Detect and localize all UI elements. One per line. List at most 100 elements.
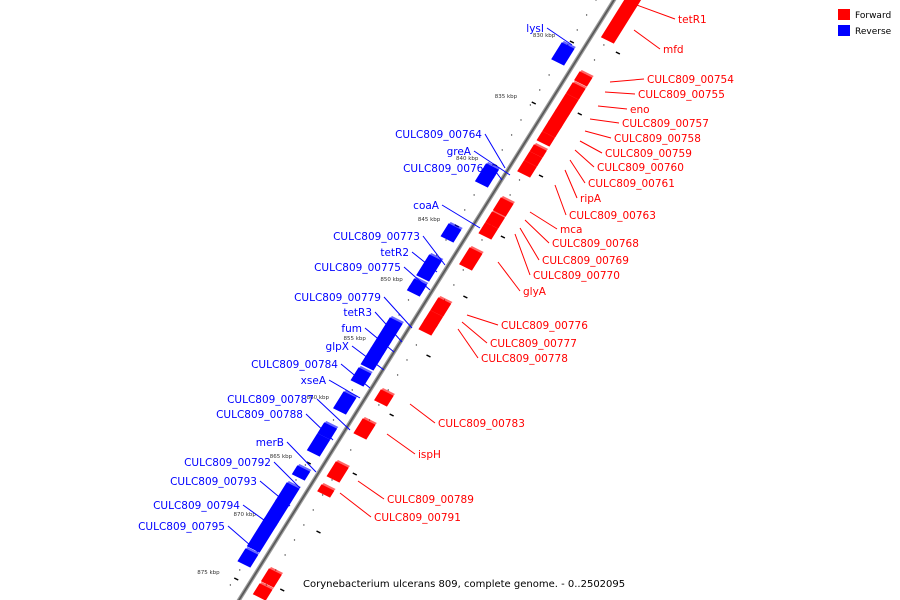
reverse-gene-block bbox=[237, 547, 260, 568]
forward-gene-block bbox=[478, 221, 500, 240]
svg-text:CULC809_00779: CULC809_00779 bbox=[294, 292, 381, 304]
svg-text:mfd: mfd bbox=[663, 44, 684, 56]
gene-label: glyA bbox=[497, 261, 547, 298]
svg-text:CULC809_00754: CULC809_00754 bbox=[647, 74, 734, 86]
kbp-tick-label: 860 kbp bbox=[307, 395, 330, 401]
svg-text:CULC809_00788: CULC809_00788 bbox=[216, 409, 303, 421]
gene-features bbox=[237, 0, 642, 600]
gene-label: coaA bbox=[413, 200, 481, 229]
minor-tick-fwd bbox=[453, 284, 455, 286]
svg-text:CULC809_00755: CULC809_00755 bbox=[638, 89, 725, 101]
major-tick bbox=[352, 472, 358, 476]
reverse-gene-block bbox=[333, 390, 358, 415]
gene-label: CULC809_00792 bbox=[184, 457, 301, 489]
major-tick bbox=[279, 588, 285, 592]
svg-text:CULC809_00793: CULC809_00793 bbox=[170, 476, 257, 488]
reverse-gene-block bbox=[291, 464, 312, 481]
svg-text:CULC809_00795: CULC809_00795 bbox=[138, 521, 225, 533]
svg-text:greA: greA bbox=[447, 146, 472, 158]
minor-tick-fwd bbox=[593, 59, 596, 61]
legend-reverse-label: Reverse bbox=[855, 27, 892, 37]
kbp-tick-label: 845 kbp bbox=[418, 217, 441, 223]
svg-text:CULC809_00784: CULC809_00784 bbox=[251, 359, 338, 371]
minor-tick-fwd bbox=[462, 269, 464, 271]
svg-text:mca: mca bbox=[560, 224, 582, 236]
gene-label: CULC809_00768 bbox=[524, 219, 639, 250]
minor-tick-fwd bbox=[321, 494, 324, 496]
major-tick bbox=[233, 577, 239, 581]
major-tick bbox=[500, 235, 506, 239]
minor-tick-rev bbox=[529, 104, 532, 106]
minor-tick-fwd bbox=[350, 449, 352, 451]
gene-label: CULC809_00758 bbox=[584, 130, 701, 145]
gene-label: CULC809_00769 bbox=[519, 227, 629, 267]
kbp-tick-label: 865 kbp bbox=[270, 454, 293, 460]
forward-gene-block bbox=[600, 0, 642, 44]
minor-tick-rev bbox=[548, 74, 550, 76]
svg-text:ripA: ripA bbox=[580, 193, 602, 205]
svg-text:fum: fum bbox=[341, 323, 362, 335]
minor-tick-fwd bbox=[518, 179, 521, 181]
gene-label: lysI bbox=[526, 23, 573, 46]
gene-label: glpX bbox=[326, 341, 385, 371]
minor-tick-rev bbox=[473, 194, 475, 196]
svg-text:CULC809_00776: CULC809_00776 bbox=[501, 320, 588, 332]
svg-text:tetR2: tetR2 bbox=[380, 247, 409, 259]
svg-text:CULC809_00761: CULC809_00761 bbox=[588, 178, 675, 190]
kbp-tick-label: 870 kbp bbox=[234, 512, 257, 518]
forward-gene-block bbox=[574, 70, 594, 87]
minor-tick-rev bbox=[304, 464, 307, 466]
minor-tick-fwd bbox=[331, 479, 333, 481]
gene-label: CULC809_00759 bbox=[579, 140, 692, 160]
forward-gene-block bbox=[374, 388, 395, 407]
forward-gene-block bbox=[536, 130, 557, 147]
minor-tick-fwd bbox=[303, 524, 305, 526]
legend-forward-label: Forward bbox=[855, 11, 891, 21]
gene-label: CULC809_00766 bbox=[403, 163, 503, 181]
major-tick bbox=[538, 174, 544, 178]
major-tick bbox=[577, 112, 583, 116]
svg-text:CULC809_00759: CULC809_00759 bbox=[605, 148, 692, 160]
gene-label: CULC809_00763 bbox=[554, 184, 656, 222]
minor-tick-rev bbox=[585, 14, 588, 16]
major-tick bbox=[531, 101, 537, 105]
major-tick bbox=[389, 413, 394, 417]
minor-tick-fwd bbox=[481, 239, 483, 241]
svg-text:CULC809_00769: CULC809_00769 bbox=[542, 255, 629, 267]
forward-gene-block bbox=[326, 460, 350, 483]
svg-text:CULC809_00794: CULC809_00794 bbox=[153, 500, 240, 512]
minor-tick-rev bbox=[239, 569, 241, 571]
gene-label: CULC809_00755 bbox=[604, 89, 725, 101]
gene-label: CULC809_00775 bbox=[314, 262, 431, 291]
forward-gene-block bbox=[459, 246, 484, 271]
minor-tick-rev bbox=[407, 299, 410, 301]
forward-gene-block bbox=[492, 196, 515, 217]
reverse-gene-block bbox=[474, 169, 496, 188]
reverse-gene-block bbox=[406, 284, 424, 297]
kbp-tick-label: 835 kbp bbox=[495, 94, 518, 100]
minor-tick-rev bbox=[464, 209, 466, 211]
major-tick bbox=[316, 530, 321, 534]
minor-tick-fwd bbox=[284, 554, 286, 556]
svg-text:CULC809_00758: CULC809_00758 bbox=[614, 133, 701, 145]
major-tick bbox=[306, 461, 312, 465]
gene-label: CULC809_00773 bbox=[333, 231, 446, 266]
minor-tick-rev bbox=[445, 239, 447, 241]
gene-label: CULC809_00760 bbox=[574, 149, 684, 174]
gene-label: CULC809_00757 bbox=[589, 118, 709, 130]
gene-label: merB bbox=[256, 437, 317, 473]
gene-label: eno bbox=[597, 104, 650, 116]
genome-backbone bbox=[236, 0, 617, 600]
gene-label: mca bbox=[529, 211, 582, 236]
legend-reverse-swatch bbox=[838, 25, 850, 36]
svg-text:CULC809_00764: CULC809_00764 bbox=[395, 129, 482, 141]
gene-label: tetR3 bbox=[343, 307, 403, 343]
svg-text:coaA: coaA bbox=[413, 200, 440, 212]
forward-gene-block bbox=[418, 317, 440, 336]
kbp-tick-label: 830 kbp bbox=[533, 33, 556, 39]
gene-label: xseA bbox=[301, 375, 361, 399]
gene-label: CULC809_00793 bbox=[170, 476, 291, 507]
gene-label: CULC809_00784 bbox=[251, 359, 371, 389]
forward-gene-block bbox=[353, 417, 377, 440]
